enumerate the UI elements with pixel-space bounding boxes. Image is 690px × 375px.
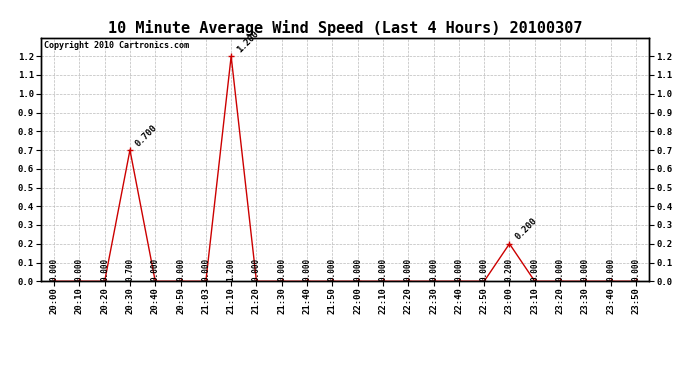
Text: 0.000: 0.000 bbox=[581, 258, 590, 281]
Text: 0.000: 0.000 bbox=[252, 258, 261, 281]
Text: 0.000: 0.000 bbox=[555, 258, 564, 281]
Text: 1.200: 1.200 bbox=[226, 258, 236, 281]
Text: 0.000: 0.000 bbox=[176, 258, 185, 281]
Text: 0.700: 0.700 bbox=[126, 258, 135, 281]
Text: 0.000: 0.000 bbox=[480, 258, 489, 281]
Text: 0.000: 0.000 bbox=[454, 258, 464, 281]
Text: 0.200: 0.200 bbox=[513, 216, 539, 242]
Text: 0.000: 0.000 bbox=[50, 258, 59, 281]
Text: 0.700: 0.700 bbox=[134, 123, 159, 148]
Text: 0.000: 0.000 bbox=[378, 258, 388, 281]
Text: 0.000: 0.000 bbox=[277, 258, 286, 281]
Text: 0.000: 0.000 bbox=[328, 258, 337, 281]
Text: 0.000: 0.000 bbox=[353, 258, 362, 281]
Title: 10 Minute Average Wind Speed (Last 4 Hours) 20100307: 10 Minute Average Wind Speed (Last 4 Hou… bbox=[108, 20, 582, 36]
Text: 0.000: 0.000 bbox=[75, 258, 84, 281]
Text: 0.000: 0.000 bbox=[530, 258, 540, 281]
Text: 0.200: 0.200 bbox=[505, 258, 514, 281]
Text: 0.000: 0.000 bbox=[100, 258, 109, 281]
Text: 1.200: 1.200 bbox=[235, 29, 260, 54]
Text: Copyright 2010 Cartronics.com: Copyright 2010 Cartronics.com bbox=[44, 41, 190, 50]
Text: 0.000: 0.000 bbox=[429, 258, 438, 281]
Text: 0.000: 0.000 bbox=[606, 258, 615, 281]
Text: 0.000: 0.000 bbox=[302, 258, 312, 281]
Text: 0.000: 0.000 bbox=[631, 258, 640, 281]
Text: 0.000: 0.000 bbox=[201, 258, 210, 281]
Text: 0.000: 0.000 bbox=[404, 258, 413, 281]
Text: 0.000: 0.000 bbox=[150, 258, 160, 281]
